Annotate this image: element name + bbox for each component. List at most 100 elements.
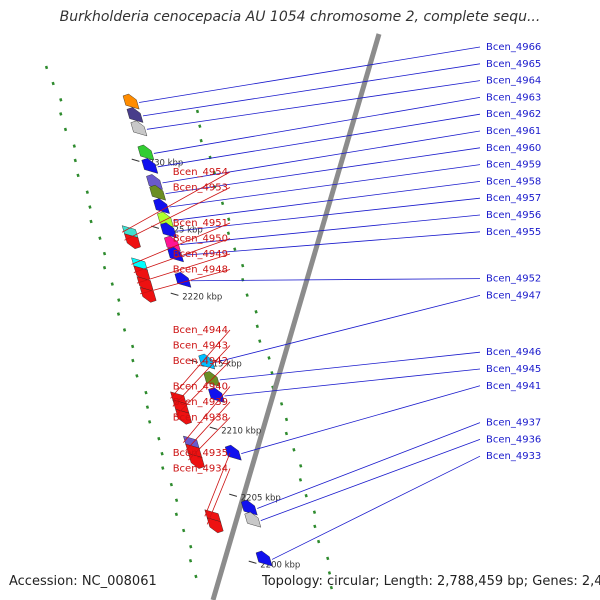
gene-label-bcen-4946[interactable]: Bcen_4946 bbox=[486, 347, 541, 358]
gene-label-bcen-4965[interactable]: Bcen_4965 bbox=[486, 59, 541, 70]
gene-bcen-4963[interactable] bbox=[137, 144, 155, 161]
gene-label-bcen-4934[interactable]: Bcen_4934 bbox=[173, 464, 228, 475]
gene-label-bcen-4933[interactable]: Bcen_4933 bbox=[486, 451, 541, 462]
gc-dot bbox=[116, 312, 121, 316]
map-title: Burkholderia cenocepacia AU 1054 chromos… bbox=[59, 9, 541, 25]
gene-label-bcen-4943[interactable]: Bcen_4943 bbox=[173, 341, 228, 352]
leader-line bbox=[188, 417, 231, 461]
leader-line bbox=[224, 368, 481, 397]
gc-dot bbox=[63, 127, 68, 132]
gene-bcen-4960[interactable] bbox=[149, 184, 166, 201]
kbp-tick bbox=[190, 359, 199, 363]
gene-bcen-4959[interactable] bbox=[153, 198, 170, 214]
gene-bcen-4966[interactable] bbox=[122, 93, 140, 110]
gene-label-bcen-4952[interactable]: Bcen_4952 bbox=[486, 274, 541, 285]
gene-label-bcen-4937[interactable]: Bcen_4937 bbox=[486, 418, 541, 429]
gene-bcen-4941[interactable] bbox=[224, 444, 242, 461]
gc-skew-dots bbox=[44, 65, 333, 590]
leader-line bbox=[173, 181, 481, 221]
gene-bcen-4957[interactable] bbox=[160, 222, 177, 239]
kbp-tick-label: 2200 kbp bbox=[260, 560, 300, 570]
gc-dot bbox=[157, 436, 161, 441]
gene-label-bcen-4958[interactable]: Bcen_4958 bbox=[486, 176, 541, 187]
gene-label-bcen-4951[interactable]: Bcen_4951 bbox=[173, 218, 228, 229]
gene-bcen-4965[interactable] bbox=[126, 107, 144, 123]
leader-line bbox=[157, 113, 481, 168]
gene-label-bcen-4955[interactable]: Bcen_4955 bbox=[486, 227, 541, 238]
gc-dot bbox=[160, 451, 164, 456]
kbp-tick-label: 2205 kbp bbox=[241, 493, 281, 503]
gene-label-bcen-4945[interactable]: Bcen_4945 bbox=[486, 364, 541, 375]
gene-label-bcen-4960[interactable]: Bcen_4960 bbox=[486, 143, 541, 154]
gc-dot bbox=[313, 524, 317, 529]
gc-dot bbox=[44, 65, 49, 70]
gene-bcen-4953[interactable] bbox=[124, 233, 141, 250]
gc-dot bbox=[220, 201, 225, 206]
gc-dot bbox=[255, 324, 259, 329]
gene-label-bcen-4959[interactable]: Bcen_4959 bbox=[486, 160, 541, 171]
gene-label-bcen-4953[interactable]: Bcen_4953 bbox=[173, 183, 228, 194]
gene-bcen-4962[interactable] bbox=[141, 158, 159, 174]
gene-label-bcen-4942[interactable]: Bcen_4942 bbox=[173, 356, 228, 367]
gc-dot bbox=[233, 247, 237, 251]
gene-bcen-4936[interactable] bbox=[244, 511, 262, 528]
gene-label-bcen-4964[interactable]: Bcen_4964 bbox=[486, 76, 541, 87]
gc-dot bbox=[174, 512, 179, 517]
leader-line bbox=[176, 197, 481, 232]
gene-label-bcen-4944[interactable]: Bcen_4944 bbox=[173, 325, 228, 336]
gene-bcen-4948[interactable] bbox=[139, 286, 157, 303]
gc-dot bbox=[102, 265, 107, 270]
gc-dot bbox=[182, 528, 186, 533]
gene-label-bcen-4957[interactable]: Bcen_4957 bbox=[486, 193, 541, 204]
gene-label-bcen-4936[interactable]: Bcen_4936 bbox=[486, 434, 541, 445]
gene-label-bcen-4961[interactable]: Bcen_4961 bbox=[486, 126, 541, 137]
gene-label-bcen-4935[interactable]: Bcen_4935 bbox=[173, 448, 228, 459]
gc-dot bbox=[298, 478, 303, 482]
gene-label-bcen-4966[interactable]: Bcen_4966 bbox=[486, 42, 541, 53]
leader-line bbox=[153, 97, 481, 154]
gene-label-bcen-4938[interactable]: Bcen_4938 bbox=[173, 413, 228, 424]
gc-dot bbox=[174, 498, 179, 503]
leader-line bbox=[183, 231, 481, 256]
gc-dot bbox=[245, 293, 249, 297]
gene-label-bcen-4956[interactable]: Bcen_4956 bbox=[486, 210, 541, 221]
gc-dot bbox=[292, 447, 296, 452]
leader-line bbox=[146, 80, 481, 130]
kbp-tick bbox=[131, 158, 140, 162]
gene-bcen-4933[interactable] bbox=[255, 550, 273, 567]
gene-label-bcen-4954[interactable]: Bcen_4954 bbox=[173, 167, 228, 178]
gene-label-bcen-4962[interactable]: Bcen_4962 bbox=[486, 109, 541, 120]
leader-line bbox=[139, 46, 481, 103]
gene-label-bcen-4947[interactable]: Bcen_4947 bbox=[486, 290, 541, 301]
gene-label-bcen-4941[interactable]: Bcen_4941 bbox=[486, 381, 541, 392]
gene-label-bcen-4949[interactable]: Bcen_4949 bbox=[173, 249, 228, 260]
kbp-tick-label: 2220 kbp bbox=[182, 292, 222, 302]
gene-bcen-4942[interactable] bbox=[175, 408, 192, 425]
kbp-tick-label: 2215 kbp bbox=[202, 359, 242, 369]
gene-bcen-4945[interactable] bbox=[208, 387, 225, 403]
gene-bcen-4937[interactable] bbox=[240, 499, 258, 516]
gene-label-bcen-4963[interactable]: Bcen_4963 bbox=[486, 92, 541, 103]
leader-line bbox=[140, 269, 231, 295]
gc-dot bbox=[212, 170, 217, 175]
gene-label-bcen-4939[interactable]: Bcen_4939 bbox=[173, 397, 228, 408]
gc-dot bbox=[161, 466, 165, 470]
gc-dot bbox=[102, 251, 107, 256]
gene-label-bcen-4948[interactable]: Bcen_4948 bbox=[173, 265, 228, 276]
gc-dot bbox=[212, 185, 217, 189]
kbp-tick bbox=[170, 292, 179, 296]
gene-bcen-4947[interactable] bbox=[198, 353, 216, 370]
gc-dot bbox=[144, 390, 148, 395]
gene-bcen-4934[interactable] bbox=[206, 517, 224, 534]
gene-label-bcen-4950[interactable]: Bcen_4950 bbox=[173, 234, 228, 245]
gc-dot bbox=[169, 482, 173, 487]
gc-dot bbox=[51, 81, 55, 86]
gene-bcen-4964[interactable] bbox=[130, 120, 148, 137]
gc-dot bbox=[135, 374, 139, 378]
gc-dot bbox=[88, 205, 92, 209]
gene-bcen-4938[interactable] bbox=[188, 453, 205, 469]
leader-line bbox=[219, 351, 481, 381]
gc-dot bbox=[117, 298, 121, 302]
gene-label-bcen-4940[interactable]: Bcen_4940 bbox=[173, 382, 228, 393]
leader-line bbox=[185, 401, 231, 451]
